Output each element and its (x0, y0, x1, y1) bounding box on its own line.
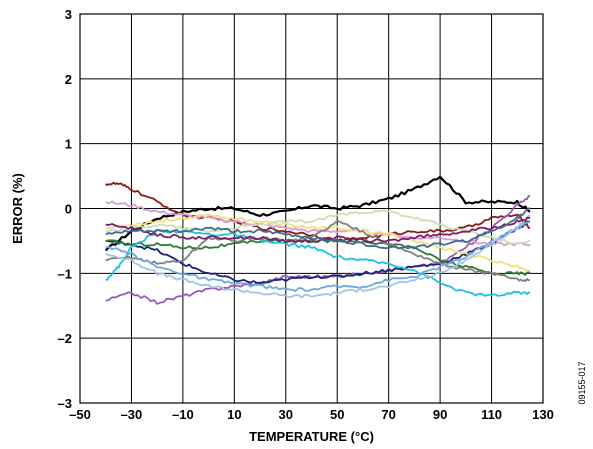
x-tick-label: 90 (433, 407, 447, 422)
grid (79, 13, 544, 404)
x-tick-label: 10 (227, 407, 241, 422)
x-tick-label: –10 (172, 407, 194, 422)
figure-id: 09155-017 (577, 361, 587, 404)
series-line (105, 194, 531, 305)
y-tick-label: 2 (65, 72, 72, 87)
x-tick-label: 50 (330, 407, 344, 422)
series-line (105, 216, 531, 244)
series-line (105, 220, 531, 293)
series-line (105, 213, 531, 272)
y-tick-label: –2 (58, 331, 72, 346)
series-line (105, 207, 531, 250)
x-tick-label: 70 (381, 407, 395, 422)
x-axis-label: TEMPERATURE (°C) (249, 429, 374, 444)
series-line (105, 214, 531, 299)
y-tick-label: 1 (65, 137, 72, 152)
series-line (105, 181, 531, 243)
y-tick-label: 3 (65, 7, 72, 22)
x-tick-label: –50 (69, 407, 91, 422)
x-tick-label: 30 (279, 407, 293, 422)
series-line (105, 228, 531, 297)
y-axis-label: ERROR (%) (10, 173, 25, 244)
y-tick-label: –1 (58, 266, 72, 281)
y-tick-label: 0 (65, 202, 72, 217)
y-tick-labels: –3 –2 –1 0 1 2 3 (58, 7, 72, 411)
y-tick-label: –3 (58, 396, 72, 411)
x-tick-label: 130 (532, 407, 554, 422)
series-lines (104, 175, 531, 305)
x-tick-label: –30 (121, 407, 143, 422)
x-tick-labels: –50 –30 –10 10 30 50 70 90 110 130 (69, 407, 554, 422)
series-line (105, 219, 531, 283)
x-tick-label: 110 (481, 407, 502, 422)
plot-frame (79, 13, 544, 404)
